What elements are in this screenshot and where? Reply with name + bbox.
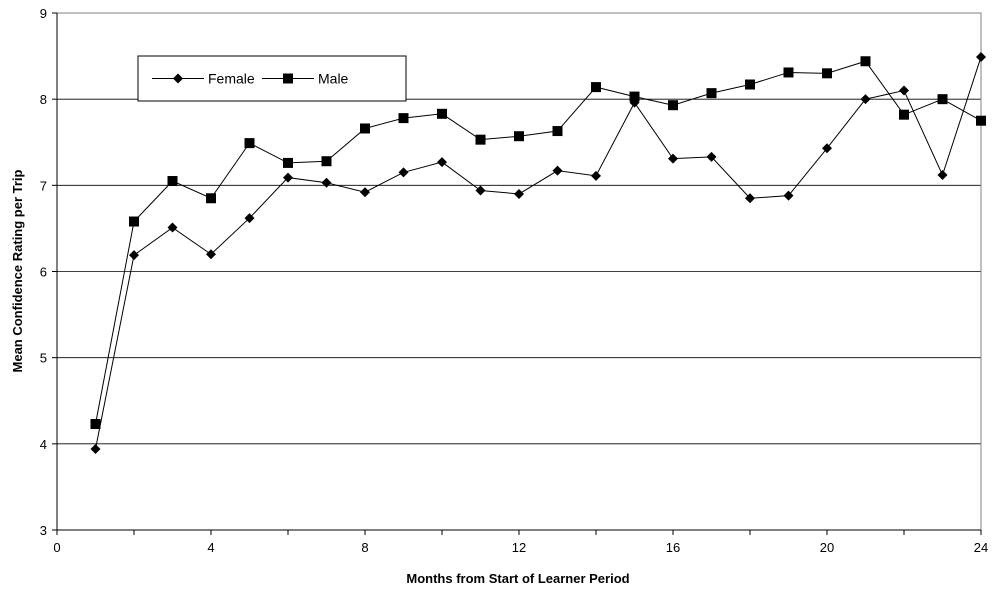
point-female-5 — [244, 213, 255, 224]
point-male-16 — [668, 100, 678, 111]
y-tick-label-8: 8 — [40, 92, 47, 107]
point-female-8 — [360, 187, 370, 198]
x-tick-label-12: 12 — [512, 540, 526, 555]
series-female — [90, 51, 986, 455]
point-male-3 — [167, 176, 178, 187]
point-female-11 — [475, 185, 486, 196]
legend: Female Male — [137, 55, 407, 102]
point-female-13 — [552, 165, 563, 176]
point-male-22 — [899, 109, 909, 120]
point-female-19 — [783, 190, 794, 201]
point-male-17 — [706, 88, 717, 99]
x-tick-label-4: 4 — [207, 540, 214, 555]
y-tick-label-5: 5 — [40, 351, 47, 366]
y-tick-label-7: 7 — [40, 178, 47, 193]
point-male-1 — [90, 419, 101, 430]
point-male-21 — [860, 56, 871, 67]
point-female-3 — [167, 222, 178, 233]
point-female-23 — [937, 169, 948, 180]
point-male-9 — [398, 113, 409, 124]
y-tick-label-9: 9 — [40, 6, 47, 21]
point-male-6 — [283, 157, 293, 168]
point-female-6 — [283, 172, 293, 183]
point-male-15 — [629, 91, 640, 102]
x-tick-label-20: 20 — [820, 540, 834, 555]
series-group — [90, 51, 986, 455]
legend-label-male: Male — [318, 71, 349, 87]
x-axis-title: Months from Start of Learner Period — [406, 571, 629, 586]
legend-label-female: Female — [208, 71, 255, 87]
point-male-23 — [937, 94, 948, 105]
point-female-21 — [860, 94, 871, 105]
point-male-19 — [783, 67, 794, 78]
point-female-1 — [90, 444, 101, 455]
point-male-18 — [745, 79, 755, 90]
y-tick-label-4: 4 — [40, 437, 47, 452]
series-line-female — [95, 56, 982, 450]
point-female-10 — [437, 157, 447, 168]
point-male-10 — [437, 108, 447, 119]
point-female-22 — [899, 85, 909, 96]
point-female-2 — [129, 250, 139, 261]
point-male-4 — [206, 193, 216, 204]
legend-marker-female — [173, 73, 183, 84]
x-tick-label-0: 0 — [53, 540, 60, 555]
point-female-16 — [668, 153, 678, 164]
series-male — [90, 56, 986, 430]
point-female-9 — [398, 167, 409, 178]
point-female-7 — [321, 177, 332, 188]
series-line-male — [95, 60, 982, 425]
point-male-12 — [514, 131, 524, 142]
point-male-20 — [822, 68, 832, 79]
point-male-8 — [360, 123, 370, 134]
point-male-7 — [321, 156, 332, 167]
legend-marker-male — [283, 73, 293, 84]
y-tick-label-3: 3 — [40, 523, 47, 538]
x-tick-label-16: 16 — [666, 540, 680, 555]
tick-labels: 3 4 5 6 7 8 9 0 4 8 12 16 20 24 — [40, 6, 988, 555]
axes — [52, 12, 982, 535]
x-tick-label-8: 8 — [361, 540, 368, 555]
x-tick-label-24: 24 — [974, 540, 988, 555]
point-female-17 — [706, 151, 717, 162]
point-female-24 — [976, 51, 986, 62]
point-male-2 — [129, 216, 139, 227]
point-female-12 — [514, 188, 524, 199]
y-tick-label-6: 6 — [40, 265, 47, 280]
point-male-5 — [244, 138, 255, 149]
point-female-18 — [745, 193, 755, 204]
point-male-24 — [976, 115, 986, 126]
y-axis-title: Mean Confidence Rating per Trip — [10, 169, 25, 372]
point-male-13 — [552, 126, 563, 137]
point-female-20 — [822, 143, 832, 154]
point-male-11 — [475, 134, 486, 145]
point-female-4 — [206, 249, 216, 260]
point-female-14 — [591, 170, 601, 181]
point-male-14 — [591, 82, 601, 93]
